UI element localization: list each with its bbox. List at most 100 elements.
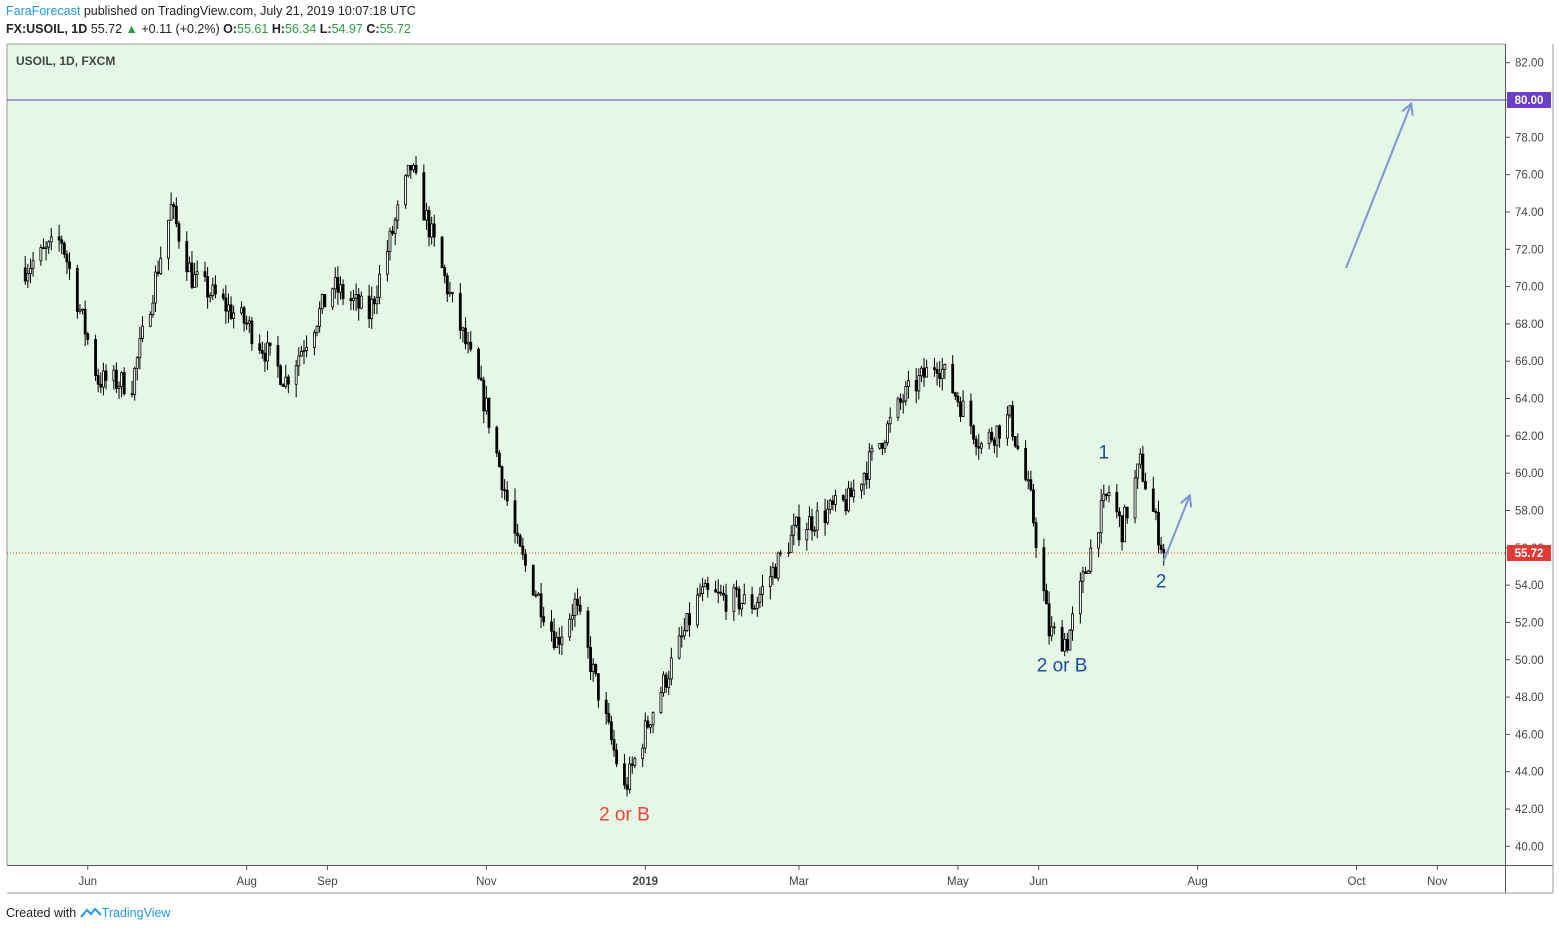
y-tick-label: 68.00 <box>1515 319 1544 331</box>
candle-body <box>1078 580 1082 615</box>
candle-body <box>1105 493 1108 497</box>
candle-body <box>242 307 246 324</box>
publish-info: published on TradingView.com, July 21, 2… <box>83 4 416 18</box>
candle-body <box>1026 479 1030 482</box>
candle-body <box>412 164 415 171</box>
candle-body <box>865 473 869 480</box>
candle-body <box>245 322 249 325</box>
price-label-box <box>1507 91 1551 108</box>
candle-body <box>1133 477 1137 519</box>
candle-body <box>443 267 447 277</box>
author-link[interactable]: FaraForecast <box>6 4 81 18</box>
candle-body <box>354 294 358 299</box>
x-tick-label: Nov <box>476 876 497 888</box>
close-label: C: <box>366 22 380 36</box>
y-tick-label: 54.00 <box>1515 580 1544 592</box>
candle-body <box>901 400 905 403</box>
candle-body <box>44 246 48 249</box>
candle-body <box>998 425 1001 439</box>
candle-body <box>633 758 637 766</box>
candle-body <box>372 298 376 305</box>
candle-body <box>206 276 210 298</box>
candle-body <box>524 553 527 566</box>
wave-label: 2 or B <box>599 805 650 826</box>
candle-body <box>815 510 819 531</box>
candle-body <box>1032 489 1035 524</box>
candle-body <box>81 308 84 311</box>
candles <box>23 156 1166 797</box>
y-tick-label: 52.00 <box>1515 617 1544 629</box>
candle-body <box>810 516 814 532</box>
candle-body <box>299 351 303 357</box>
candle-body <box>469 341 473 350</box>
candle-body <box>1008 405 1012 416</box>
y-tick-label: 74.00 <box>1515 207 1544 219</box>
candle-body <box>1089 547 1093 572</box>
candle-body <box>177 223 181 242</box>
y-tick-label: 46.00 <box>1515 729 1544 741</box>
candle-body <box>440 236 444 268</box>
candle-body <box>716 591 720 594</box>
candle-body <box>96 375 100 385</box>
candle-body <box>451 292 454 294</box>
candle-body <box>794 516 798 526</box>
y-tick-label: 78.00 <box>1515 132 1544 144</box>
candle-body <box>221 293 225 299</box>
candle-body <box>83 308 87 335</box>
candle-body <box>518 535 522 547</box>
close-value: 55.72 <box>379 22 411 36</box>
candle-body <box>503 489 506 492</box>
trend-arrow[interactable] <box>1345 103 1413 269</box>
candle-body <box>448 292 452 295</box>
candle-body <box>878 442 882 449</box>
candle-body <box>539 593 543 618</box>
time-axis[interactable]: Jun Aug Sep Nov 2019 Mar May Jun Aug Oct Nov <box>78 865 1448 888</box>
candle-body <box>57 236 61 241</box>
candle-body <box>349 298 353 302</box>
candle-body <box>370 298 374 320</box>
x-tick-label: Oct <box>1348 876 1367 888</box>
candle-body <box>227 304 230 312</box>
candle-body <box>385 251 389 275</box>
candle-body <box>49 236 53 243</box>
candle-body <box>497 452 501 468</box>
candle-body <box>279 365 282 385</box>
candle-body <box>555 636 559 649</box>
candle-body <box>430 223 434 238</box>
candle-body <box>1151 488 1155 512</box>
plot-area[interactable] <box>7 44 1505 865</box>
candle-body <box>680 635 684 638</box>
candle-body <box>268 342 272 346</box>
candle-body <box>886 423 889 444</box>
candle-body <box>302 350 306 353</box>
candle-body <box>99 383 103 388</box>
candle-body <box>677 635 681 659</box>
candle-body <box>357 294 361 309</box>
candle-body <box>904 386 908 402</box>
wave-label: 2 or B <box>1037 655 1088 676</box>
candle-body <box>1042 547 1046 592</box>
candle-body <box>646 720 650 728</box>
candle-body <box>313 332 316 348</box>
candle-body <box>1071 613 1074 631</box>
candle-body <box>1063 638 1067 652</box>
candle-body <box>336 277 340 293</box>
candle-body <box>331 288 335 308</box>
candle-body <box>813 529 817 532</box>
candle-body <box>513 500 517 534</box>
candle-body <box>938 372 942 380</box>
y-tick-label: 58.00 <box>1515 505 1544 517</box>
candle-body <box>195 271 199 275</box>
x-tick-label: Jun <box>78 876 97 888</box>
candle-body <box>834 495 837 505</box>
price-axis[interactable]: 40.00 42.00 44.00 46.00 48.00 50.00 52.00 54.00… <box>1505 58 1544 854</box>
candle-body <box>115 369 118 389</box>
low-label: L: <box>319 22 332 36</box>
trend-arrow[interactable] <box>1162 495 1191 562</box>
candle-body <box>1102 493 1106 501</box>
publish-header: FaraForecast published on TradingView.co… <box>6 4 416 18</box>
tradingview-brand[interactable]: TradingView <box>101 906 171 920</box>
candle-body <box>1154 511 1158 513</box>
candle-body <box>755 602 759 609</box>
